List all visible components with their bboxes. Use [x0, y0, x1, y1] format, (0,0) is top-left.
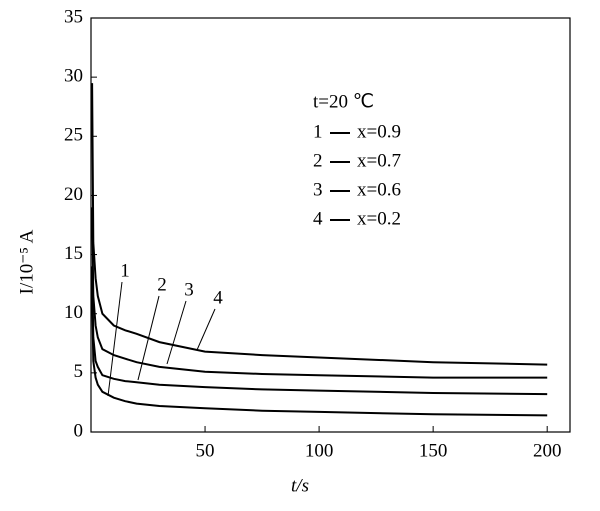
curve-label: 1	[120, 260, 130, 281]
data-line	[91, 266, 548, 396]
x-axis-label: t/s	[291, 475, 309, 496]
legend-name: x=0.6	[357, 179, 401, 200]
y-axis-label: I/10⁻⁵ A	[16, 229, 37, 294]
legend-name: x=0.2	[357, 208, 401, 229]
legend-label: 4	[313, 208, 323, 229]
y-tick-label: 10	[64, 302, 83, 323]
y-tick-label: 0	[74, 420, 84, 441]
y-tick-label: 30	[64, 66, 83, 87]
legend-label: 2	[313, 150, 323, 171]
x-tick-label: 100	[305, 440, 334, 461]
legend-name: x=0.7	[357, 150, 401, 171]
x-tick-label: 200	[533, 440, 562, 461]
x-tick-label: 150	[419, 440, 448, 461]
y-tick-label: 35	[64, 6, 83, 27]
annotation: t=20 ℃	[313, 91, 374, 112]
curve-label: 4	[213, 287, 223, 308]
y-tick-label: 20	[64, 184, 83, 205]
legend-label: 3	[313, 179, 323, 200]
y-tick-label: 25	[64, 125, 83, 146]
data-line	[91, 207, 548, 379]
data-line	[91, 83, 548, 366]
y-tick-label: 15	[64, 243, 83, 264]
curve-label: 2	[157, 274, 167, 295]
legend-name: x=0.9	[357, 121, 401, 142]
legend-label: 1	[313, 121, 323, 142]
x-tick-label: 50	[196, 440, 215, 461]
plot-frame	[90, 17, 571, 433]
leader-line	[196, 308, 216, 351]
y-tick-label: 5	[74, 361, 84, 382]
leader-line	[166, 300, 187, 365]
curve-label: 3	[184, 279, 194, 300]
data-line	[91, 290, 548, 417]
